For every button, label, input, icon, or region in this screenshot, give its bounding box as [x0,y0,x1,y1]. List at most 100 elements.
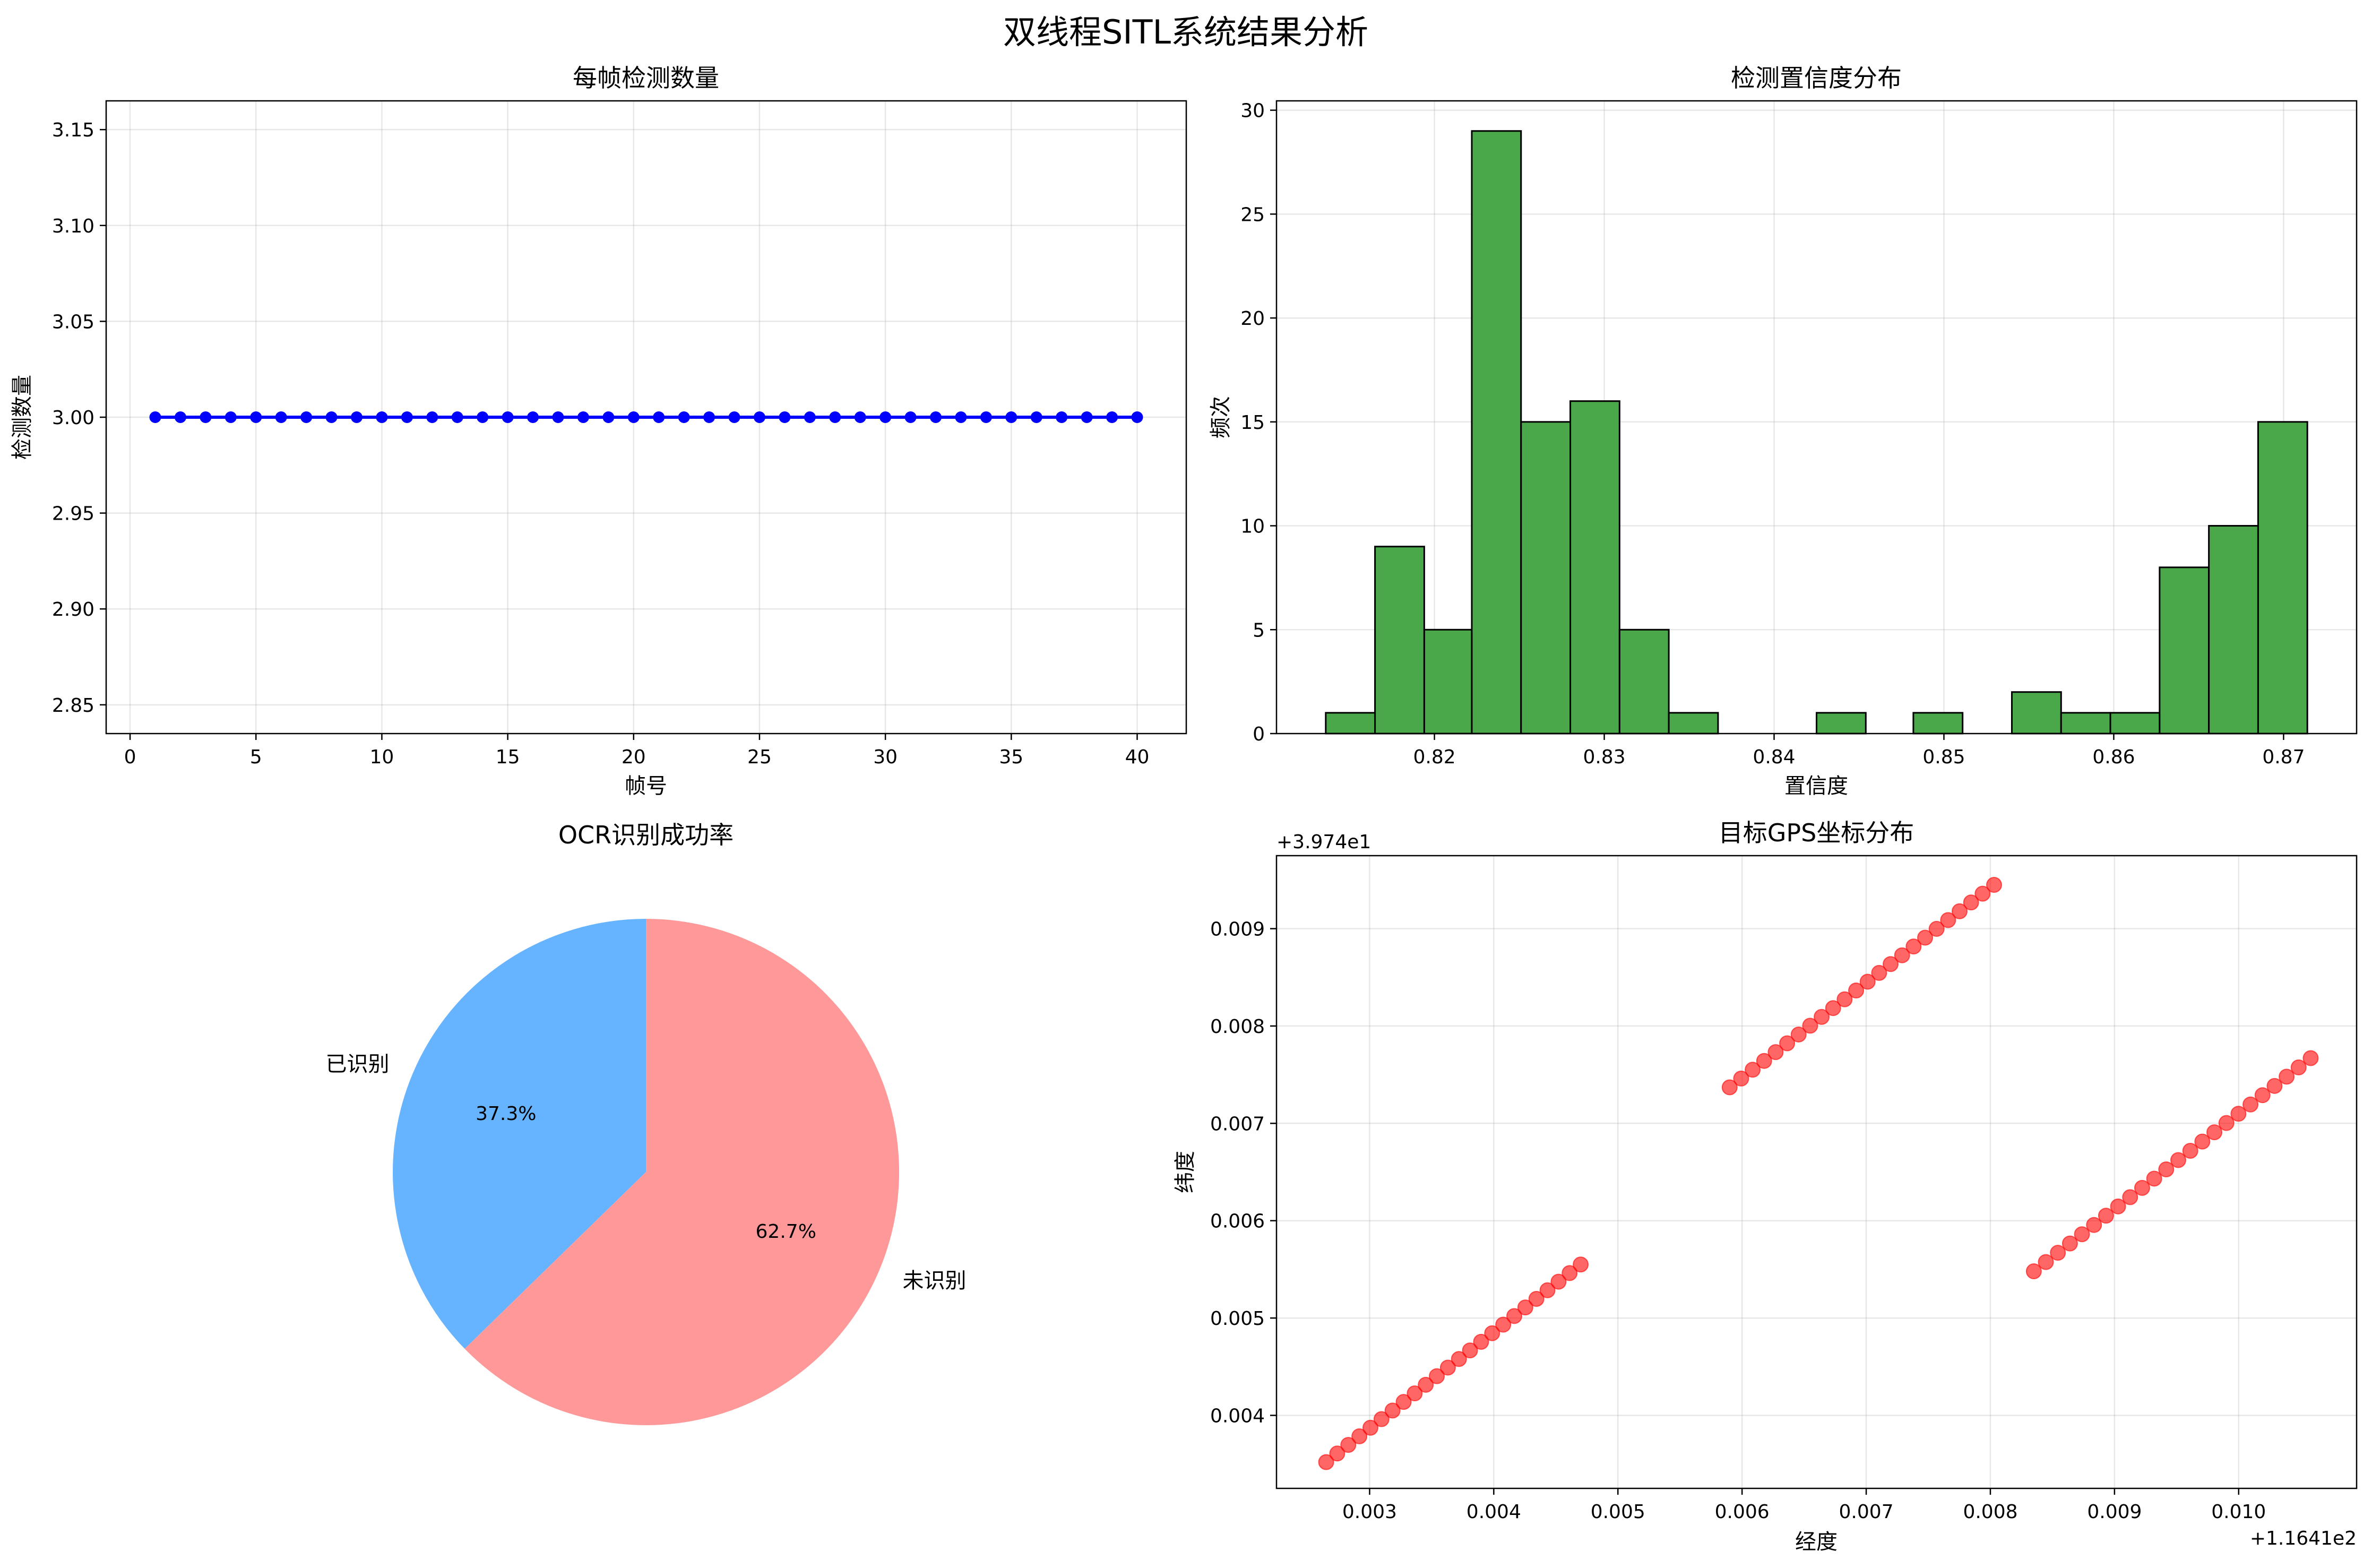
gps-point [1340,1437,1357,1453]
gps-point [1802,1018,1818,1034]
gps-point [1395,1394,1412,1410]
gps-point [1952,903,1968,919]
histogram-xlabel: 置信度 [1784,774,1848,798]
histogram-frame [1275,100,2358,735]
gps-point [1871,964,1887,981]
detection-count-point [829,411,841,423]
scatter-x-tick-label: 0.008 [1963,1501,2017,1523]
detection-count-point [225,411,237,423]
figure-title: 双线程SITL系统结果分析 [1003,13,1368,51]
gps-point [1329,1445,1345,1462]
scatter-xlabel: 经度 [1795,1530,1838,1554]
scatter-y-tick-label: 0.006 [1210,1211,1265,1233]
gps-point [2062,1235,2078,1252]
detection-count-point [753,411,765,423]
line-chart-y-tick-label: 3.00 [52,407,94,429]
detection-count-point [1030,411,1042,423]
detection-count-point [955,411,967,423]
pie-slice [393,919,646,1349]
gps-point [1848,983,1865,999]
gps-point [1517,1299,1533,1316]
scatter-x-tick-label: 0.006 [1715,1501,1770,1523]
histogram-y-tick-label: 10 [1240,516,1265,538]
gps-point [1562,1265,1578,1281]
histogram-x-tick-label: 0.85 [1922,746,1965,768]
histogram-y-tick-label: 30 [1240,100,1265,122]
histogram-x-tick-label: 0.87 [2262,746,2305,768]
gps-point [2206,1124,2223,1141]
gps-point [1495,1316,1512,1333]
pie-chart-title: OCR识别成功率 [558,821,734,849]
gps-point [2242,1096,2259,1113]
detection-count-point [804,411,816,423]
pie-chart-panel: OCR识别成功率 已识别 37.3% 未识别 62.7% [326,821,966,1426]
scatter-y-tick-label: 0.004 [1210,1405,1265,1427]
gps-point [1451,1351,1467,1367]
gps-point [1814,1009,1830,1025]
gps-point [1883,956,1899,972]
pie-slice-percent: 62.7% [756,1221,816,1243]
detection-count-point [300,411,313,423]
line-chart-y-tick-label: 2.90 [52,599,94,621]
gps-point [2122,1189,2138,1205]
histogram-bar [2208,525,2259,735]
gps-point [1767,1044,1784,1061]
gps-point [1473,1333,1489,1350]
scatter-x-tick-label: 0.004 [1467,1501,1521,1523]
detection-count-point [174,411,186,423]
gps-point [1429,1368,1445,1384]
gps-point [1484,1325,1500,1341]
pie-slice [464,919,900,1426]
histogram-x-tick-label: 0.86 [2092,746,2135,768]
detection-count-point [325,411,338,423]
detection-count-point [376,411,388,423]
gps-point [1859,973,1876,990]
histogram-y-tick-label: 15 [1240,412,1265,434]
histogram-bar [1471,130,1522,735]
detection-count-point [602,411,615,423]
histogram-bar [2257,421,2308,735]
gps-point [2254,1087,2271,1104]
gps-point [2110,1198,2126,1214]
detection-count-point [879,411,892,423]
gps-point [2230,1106,2247,1122]
histogram-bar [1423,628,1473,735]
scatter-y-tick-label: 0.009 [1210,919,1265,941]
gps-point [2038,1254,2054,1270]
line-chart-x-tick-label: 15 [496,746,520,768]
pie-slice-label: 未识别 [902,1269,966,1293]
line-chart-x-tick-label: 30 [873,746,898,768]
gps-point [2146,1170,2162,1187]
gps-point [1462,1342,1478,1359]
scatter-frame [1275,855,2358,1489]
histogram-x-tick-label: 0.84 [1753,746,1795,768]
line-chart-xlabel: 帧号 [625,774,667,798]
detection-count-point [1005,411,1017,423]
line-chart-x-tick-label: 25 [747,746,772,768]
gps-point [1836,991,1853,1007]
histogram-y-tick-label: 0 [1253,723,1265,745]
gps-point [1733,1070,1749,1087]
gps-point [1407,1385,1423,1402]
gps-point [1779,1035,1796,1052]
line-chart-ylabel: 检测数量 [10,375,34,460]
line-chart-x-tick-label: 40 [1125,746,1150,768]
gps-point [1721,1079,1738,1096]
detection-count-point [1131,411,1143,423]
detection-count-point [350,411,363,423]
detection-count-point [451,411,463,423]
histogram-bar [2159,566,2210,735]
detection-count-point [426,411,438,423]
gps-point [2218,1115,2235,1131]
gps-point [2194,1133,2211,1150]
histogram-bar [2011,691,2062,735]
gps-point [2050,1245,2066,1261]
line-chart-y-tick-label: 3.10 [52,216,94,237]
histogram-bar [1668,712,1719,735]
detection-count-point [275,411,287,423]
gps-point [1756,1053,1772,1069]
line-chart-y-tick-label: 3.05 [52,311,94,333]
histogram-bar [1618,628,1670,735]
detection-count-point [527,411,539,423]
line-chart-title: 每帧检测数量 [573,64,719,92]
